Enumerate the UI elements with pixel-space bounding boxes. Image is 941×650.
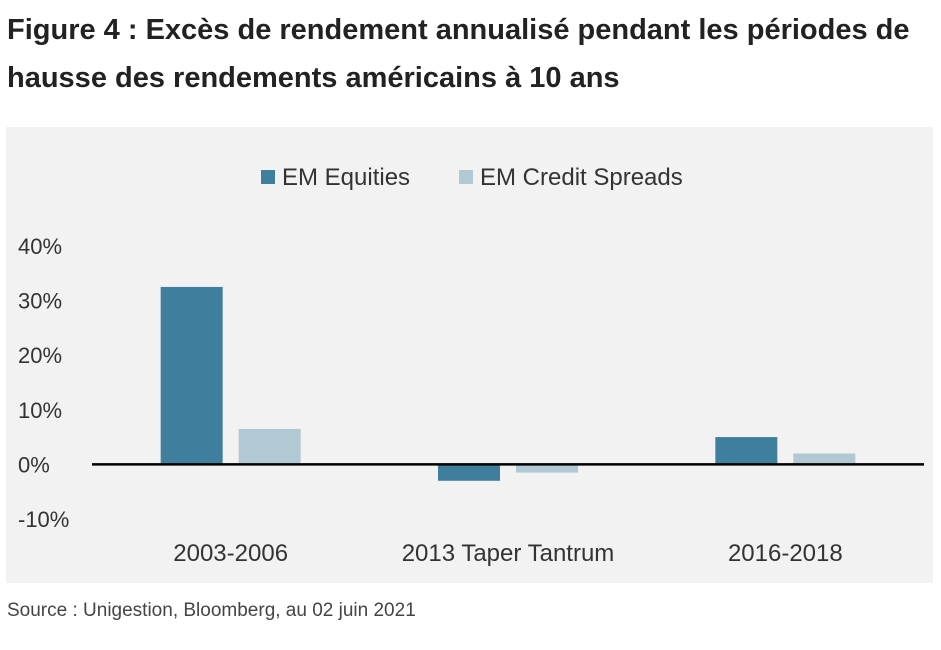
- y-tick-label: 40%: [18, 234, 62, 259]
- y-tick-label: 0%: [18, 452, 50, 477]
- bar-em-equities: [160, 286, 223, 465]
- y-tick-label: 30%: [18, 289, 62, 314]
- bar-em-credit-spreads: [793, 453, 856, 465]
- bar-chart: 40% 30% 20% 10% 0% -10% 2003-2006 2013 Taper Ta…: [18, 164, 924, 567]
- figure-title: Figure 4 : Excès de rendement annualisé …: [7, 14, 910, 94]
- legend-label: EM Equities: [282, 164, 410, 191]
- x-category-label: 2003-2006: [173, 540, 288, 567]
- legend-label: EM Credit Spreads: [480, 164, 683, 191]
- x-category-label: 2016-2018: [728, 540, 843, 567]
- source-note: Source : Unigestion, Bloomberg, au 02 ju…: [7, 600, 416, 621]
- y-tick-label: -10%: [18, 507, 69, 532]
- x-category-label: 2013 Taper Tantrum: [402, 540, 615, 567]
- chart-panel: 40% 30% 20% 10% 0% -10% 2003-2006 2013 Taper Ta…: [6, 127, 933, 583]
- bar-em-credit-spreads: [238, 428, 301, 465]
- legend-swatch: [459, 170, 473, 184]
- bar-em-equities: [715, 437, 778, 465]
- bar-em-credit-spreads: [516, 464, 578, 473]
- y-tick-label: 10%: [18, 398, 62, 423]
- bar-em-equities: [438, 464, 500, 481]
- legend-swatch: [261, 170, 275, 184]
- y-tick-label: 20%: [18, 343, 62, 368]
